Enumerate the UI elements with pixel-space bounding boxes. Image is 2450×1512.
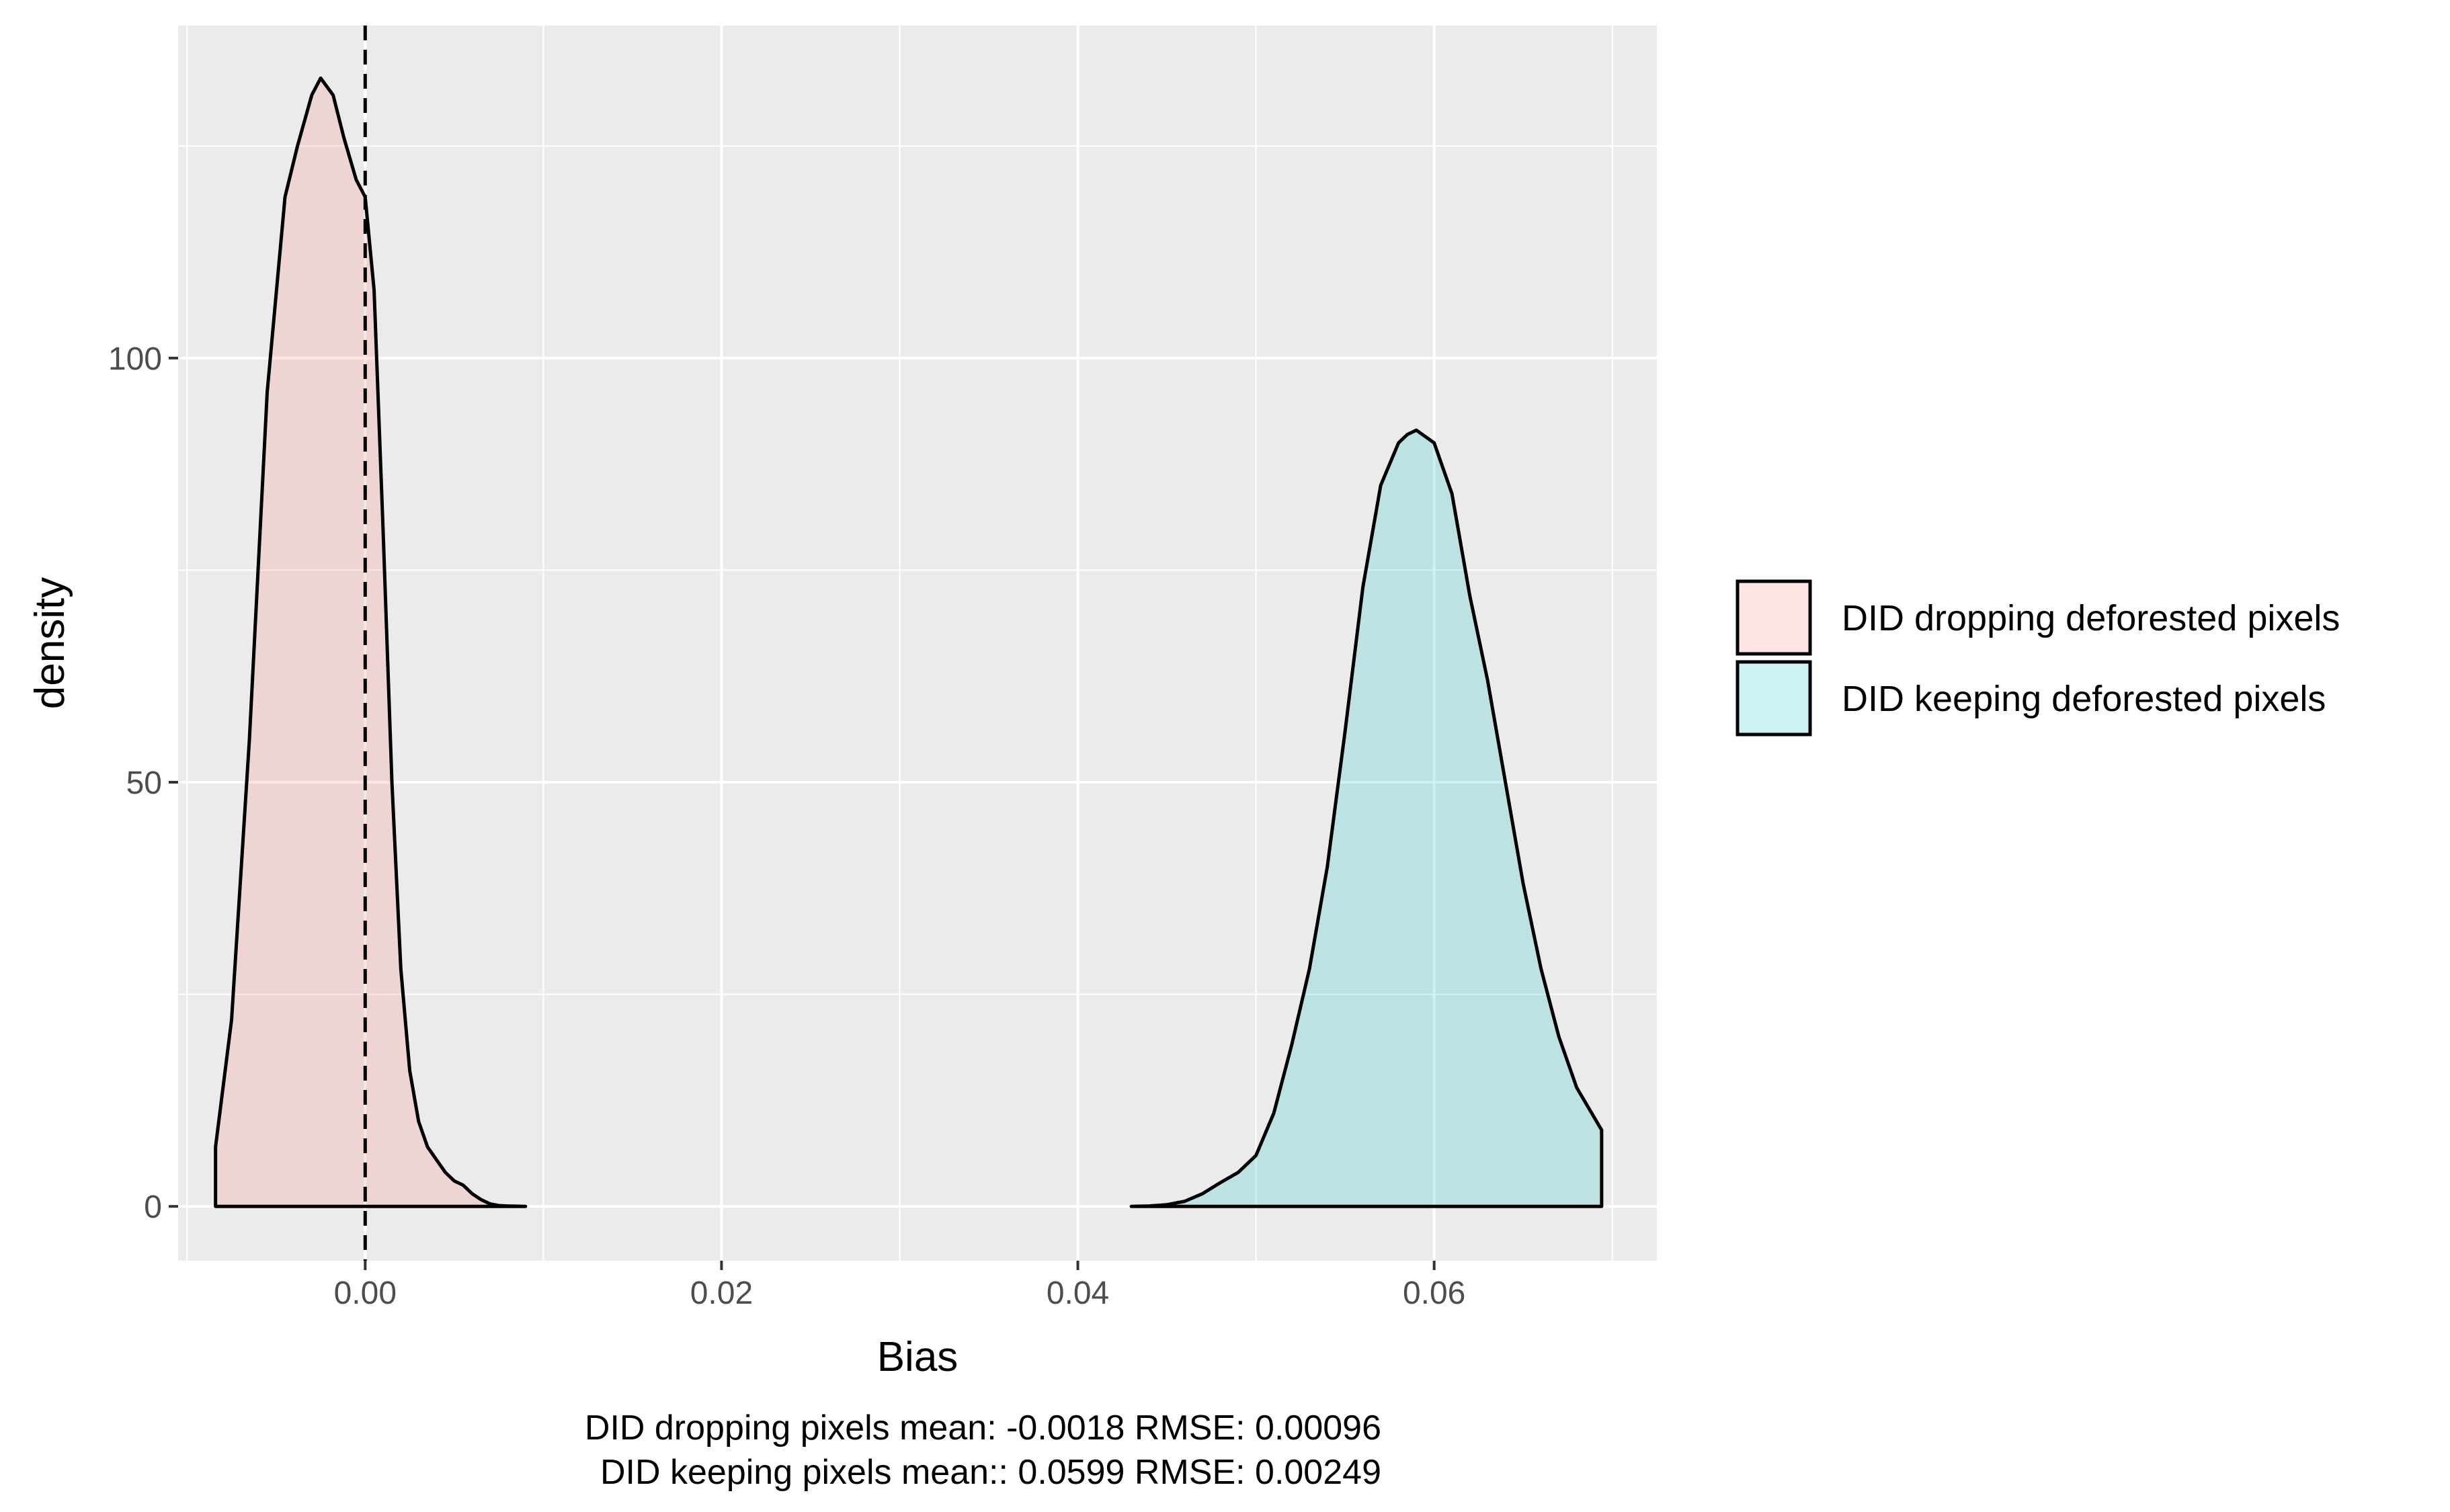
x-axis: 0.00 0.02 0.04 0.06 xyxy=(334,1261,1465,1311)
x-tick-label: 0.02 xyxy=(690,1275,753,1311)
y-axis-title: density xyxy=(27,577,73,709)
density-outline-keeping xyxy=(1129,428,1604,1208)
x-axis-title: Bias xyxy=(877,1334,958,1380)
density-outline-dropping xyxy=(214,76,528,1208)
legend-label-keeping: DID keeping deforested pixels xyxy=(1842,679,2326,719)
density-areas xyxy=(214,76,1604,1208)
legend-key-keeping xyxy=(1736,660,1812,737)
x-tick-label: 0.06 xyxy=(1403,1275,1465,1311)
density-area-dropping xyxy=(215,78,526,1207)
plot-panel xyxy=(178,26,1657,1261)
density-area-keeping xyxy=(1131,430,1602,1207)
legend: DID dropping deforested pixels DID keepi… xyxy=(1736,579,2340,737)
minor-gridlines xyxy=(178,26,1657,1261)
y-tick-label: 0 xyxy=(144,1189,162,1225)
legend-key-dropping xyxy=(1736,579,1812,656)
caption-line-2: DID keeping pixels mean:: 0.0599 RMSE: 0… xyxy=(600,1453,1381,1492)
legend-label-dropping: DID dropping deforested pixels xyxy=(1842,598,2340,638)
caption-line-1: DID dropping pixels mean: -0.0018 RMSE: … xyxy=(585,1409,1381,1447)
x-tick-label: 0.04 xyxy=(1047,1275,1109,1311)
y-tick-label: 50 xyxy=(126,765,162,801)
x-tick-label: 0.00 xyxy=(334,1275,397,1311)
y-tick-label: 100 xyxy=(108,341,162,377)
y-axis: 0 50 100 xyxy=(108,341,178,1225)
